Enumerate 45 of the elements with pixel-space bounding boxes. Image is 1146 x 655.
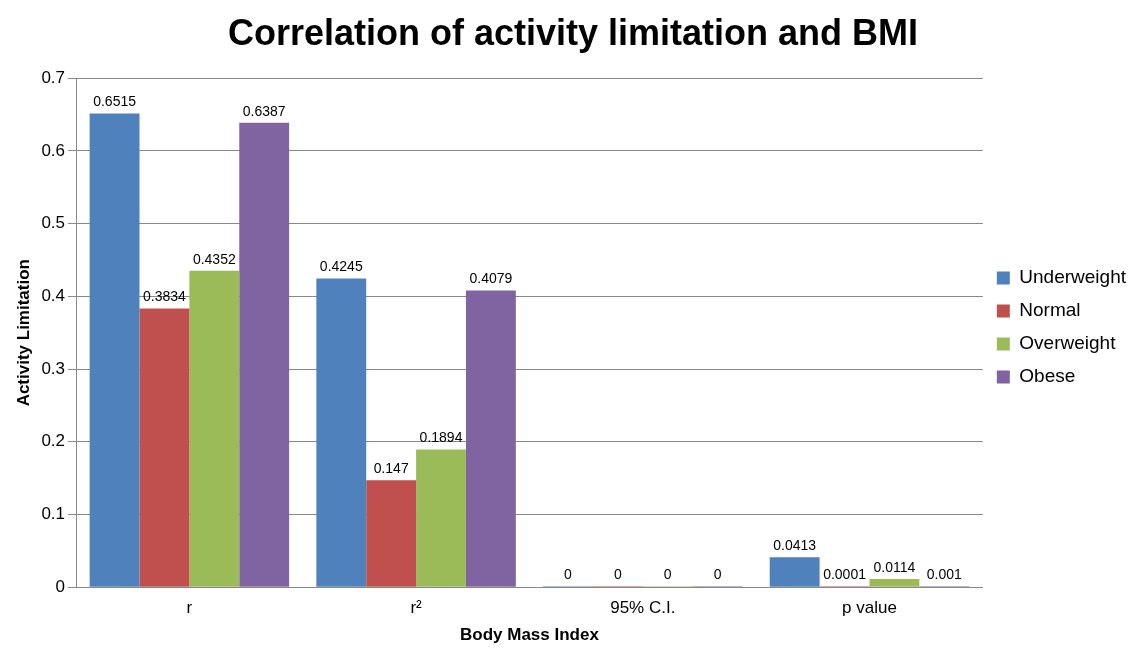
y-tick-label: 0.3 xyxy=(41,358,66,378)
data-label: 0.0001 xyxy=(823,566,867,583)
x-axis-title: Body Mass Index xyxy=(459,625,600,645)
bar xyxy=(869,578,920,587)
bar xyxy=(89,113,140,587)
bar xyxy=(189,270,240,587)
data-label: 0 xyxy=(713,566,722,583)
y-tick-label: 0.1 xyxy=(41,504,66,524)
data-label: 0 xyxy=(564,566,573,583)
bar xyxy=(316,278,367,587)
data-label: 0.0413 xyxy=(773,537,817,554)
data-label: 0.001 xyxy=(926,566,963,583)
bar xyxy=(416,449,466,587)
bar xyxy=(465,290,516,587)
bar xyxy=(769,557,820,587)
y-tick-label: 0.4 xyxy=(41,286,66,306)
data-label: 0.6515 xyxy=(93,93,137,110)
legend-label: Obese xyxy=(1019,365,1076,387)
legend-label: Normal xyxy=(1019,299,1081,321)
data-label: 0.0114 xyxy=(873,558,916,575)
x-tick-label: p value xyxy=(842,598,897,618)
data-label: 0 xyxy=(613,566,622,583)
x-tick-label: r xyxy=(186,598,193,618)
bar xyxy=(239,122,290,587)
data-label: 0.4245 xyxy=(319,258,363,275)
x-tick-label: 95% C.I. xyxy=(610,598,676,618)
y-axis-title: Activity Limitation xyxy=(13,259,33,407)
data-label: 0.6387 xyxy=(242,102,286,119)
chart-title: Correlation of activity limitation and BMI xyxy=(227,11,919,53)
data-label: 0.3834 xyxy=(143,288,187,305)
data-label: 0.147 xyxy=(373,460,409,477)
y-tick-label: 0.5 xyxy=(41,213,66,233)
y-tick-label: 0 xyxy=(55,576,66,596)
data-label: 0.1894 xyxy=(419,429,463,446)
bar xyxy=(366,480,417,587)
y-tick-label: 0.2 xyxy=(41,431,66,451)
x-tick-label: r² xyxy=(410,598,423,618)
legend-label: Overweight xyxy=(1019,332,1117,354)
y-tick-label: 0.7 xyxy=(41,67,66,87)
data-label: 0 xyxy=(663,566,672,583)
data-label: 0.4352 xyxy=(192,250,236,267)
y-tick-label: 0.6 xyxy=(41,140,66,160)
bar xyxy=(139,308,190,587)
data-label: 0.4079 xyxy=(469,270,513,287)
legend-label: Underweight xyxy=(1019,266,1127,288)
